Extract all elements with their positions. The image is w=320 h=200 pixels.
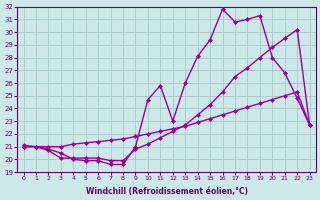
X-axis label: Windchill (Refroidissement éolien,°C): Windchill (Refroidissement éolien,°C): [85, 187, 248, 196]
